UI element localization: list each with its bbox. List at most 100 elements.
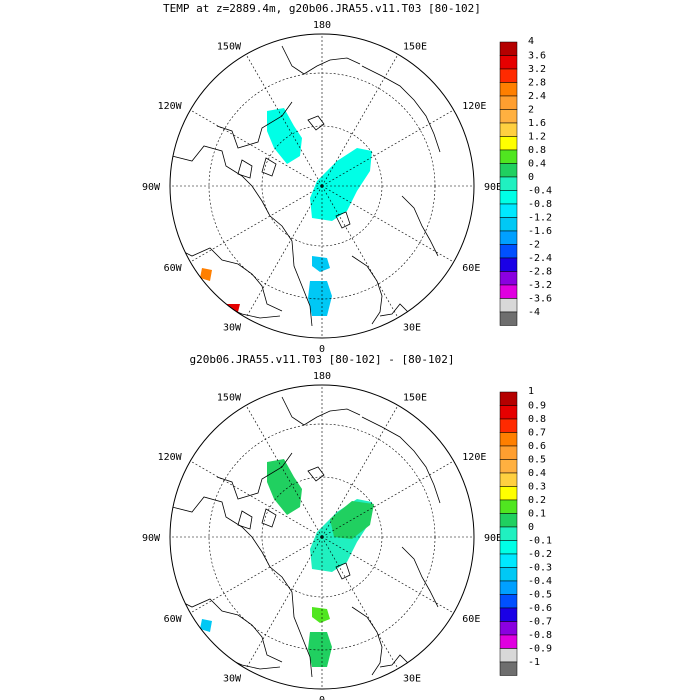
longitude-label: 180 [313,371,331,382]
colorbar-label: 0.5 [528,455,546,466]
panel-1-colored-regions [200,108,372,316]
coastline [237,159,253,179]
colored-region [200,268,212,281]
colorbar-label: 0.7 [528,428,546,439]
colorbar-cell [499,499,518,514]
coastline [401,546,439,608]
colorbar-label: -0.4 [528,576,552,587]
colorbar-cell [499,41,518,56]
colorbar-label: 3.6 [528,51,546,62]
longitude-label: 90E [484,182,502,193]
colorbar-label: -0.8 [528,199,552,210]
colorbar-label: -0.1 [528,536,552,547]
colorbar-label: 0.6 [528,441,546,452]
colorbar-cell [499,486,518,501]
colored-region [200,619,212,632]
longitude-label: 30W [223,673,242,684]
colorbar-label: -3.2 [528,280,552,291]
panel-1-map-boundary [169,33,475,339]
panel-2-colored-regions [200,459,374,667]
longitude-label: 120W [158,101,183,112]
colorbar-label: -3.6 [528,294,552,305]
longitude-label: 150W [217,42,242,53]
meridian-line [245,405,323,538]
meridian-line [321,109,454,187]
colorbar-label: 2.4 [528,91,546,102]
colorbar-cell [499,149,518,164]
latitude-circle [208,72,436,300]
longitude-label: 60W [164,263,183,274]
longitude-label: 60E [462,614,480,625]
coastline [307,115,325,131]
colorbar-cell [499,311,518,326]
colorbar-label: 0.9 [528,401,546,412]
coastline [335,562,351,580]
colorbar-cell [499,109,518,124]
panel-2: g20b06.JRA55.v11.T03 [80-102] - [80-102]… [142,353,552,700]
longitude-label: 30E [403,322,421,333]
coastline [261,508,277,528]
panel-2-graticule [170,385,474,689]
colorbar-cell [499,68,518,83]
colorbar-cell [499,257,518,272]
meridian-line [190,185,323,263]
colorbar-label: -1 [528,657,540,668]
longitude-label: 30W [223,322,242,333]
colorbar-cell [499,190,518,205]
colorbar-cell [499,567,518,582]
colorbar-cell [499,298,518,313]
meridian-line [245,185,323,318]
panel-1-graticule [170,34,474,338]
colorbar-cell [499,244,518,259]
colorbar-label: 0.8 [528,145,546,156]
colorbar-cell [499,82,518,97]
colored-region [330,501,374,539]
panel-1: TEMP at z=2889.4m, g20b06.JRA55.v11.T03 … [142,2,552,355]
colorbar-cell [499,472,518,487]
coastline [171,596,283,663]
meridian-line [321,536,454,614]
longitude-label: 120E [462,452,486,463]
colorbar-cell [499,621,518,636]
colorbar-label: -0.7 [528,617,552,628]
colorbar-label: 0.4 [528,468,546,479]
longitude-label: 120W [158,452,183,463]
colorbar-label: 2.8 [528,78,546,89]
colorbar-cell [499,580,518,595]
colored-region [312,256,330,272]
colorbar-cell [499,230,518,245]
meridian-line [321,185,454,263]
colorbar-label: 0 [528,522,534,533]
colorbar-label: -2 [528,240,540,251]
colored-region [267,108,302,164]
coastline [361,416,441,504]
meridian-line [321,185,399,318]
colorbar-cell [499,418,518,433]
colored-region [312,607,330,623]
colorbar-label: -2.8 [528,267,552,278]
meridian-line [321,536,399,669]
colored-region [267,459,302,515]
colorbar-label: -1.2 [528,213,552,224]
colorbar-label: 4 [528,36,534,47]
colorbar-label: -0.8 [528,630,552,641]
colorbar-label: 1.2 [528,132,546,143]
colorbar-cell [499,405,518,420]
coastline [216,101,293,149]
colorbar-cell [499,271,518,286]
longitude-label: 0 [319,695,325,700]
coastline [211,646,281,670]
colorbar-cell [499,217,518,232]
panel-1-longitude-labels: 180 150E 120E 90E 60E 30E 0 30W 60W 90W 120W 150W [142,20,502,355]
colorbar-cell [499,607,518,622]
meridian-line [321,460,454,538]
latitude-circle [261,125,383,247]
longitude-label: 120E [462,101,486,112]
colorbar-cell [499,526,518,541]
longitude-label: 150E [403,393,427,404]
colorbar-label: 2 [528,105,534,116]
coastline [351,606,383,676]
coastline [281,396,361,426]
coastline [261,157,277,177]
